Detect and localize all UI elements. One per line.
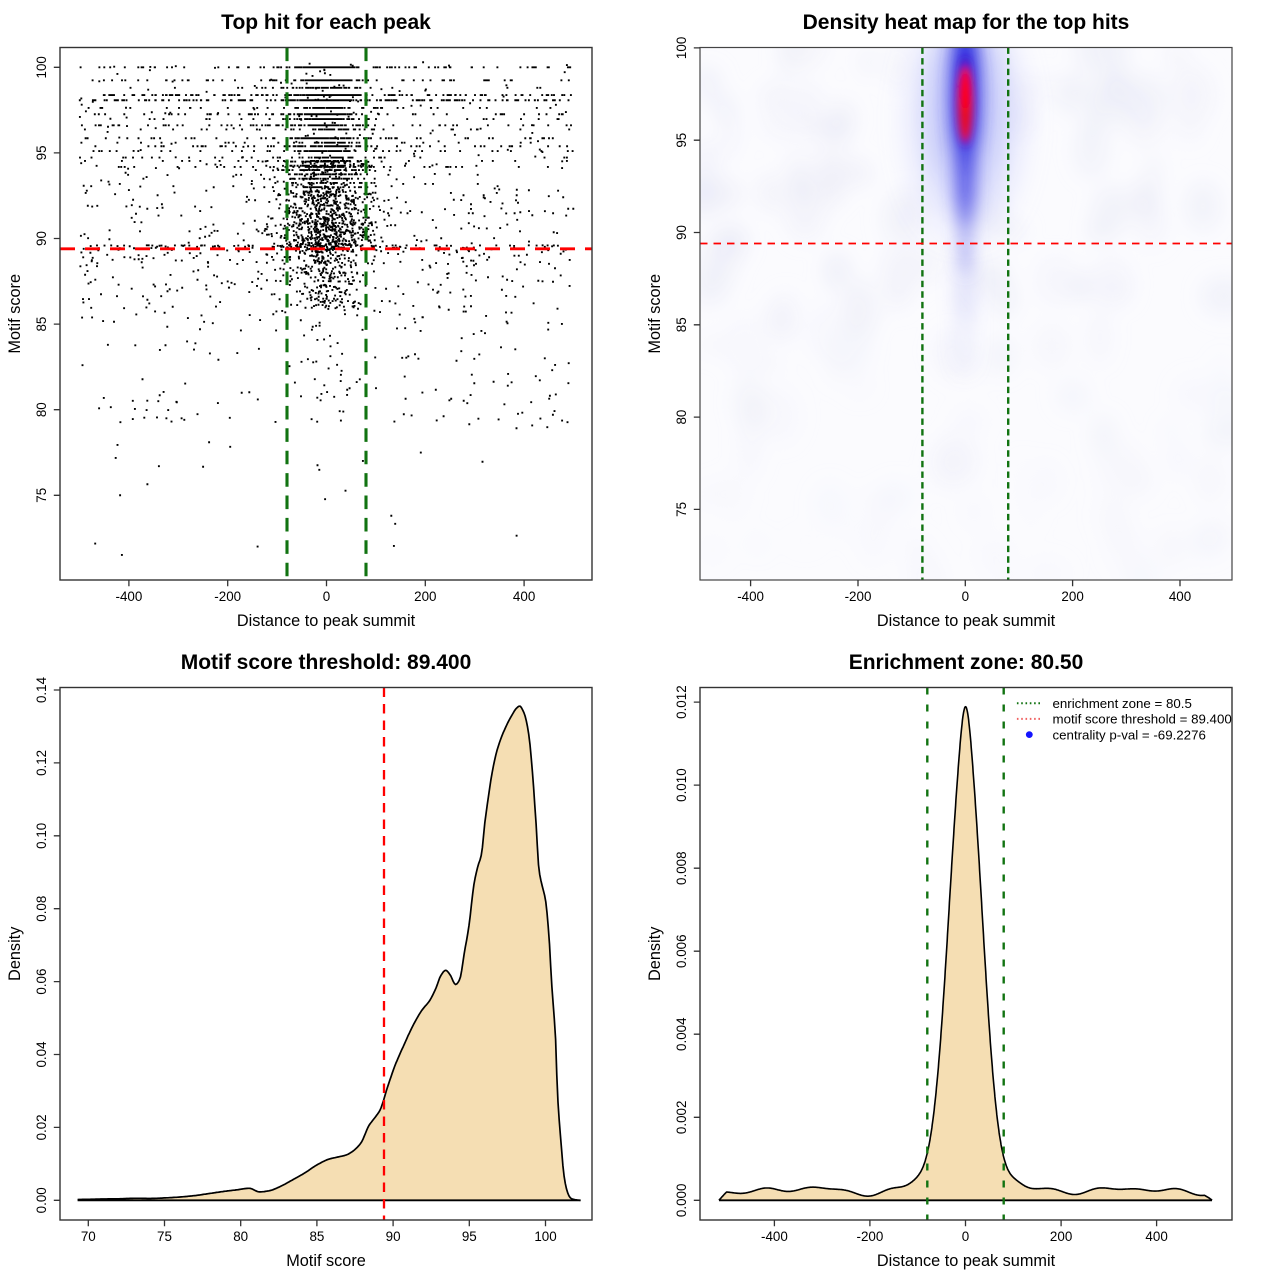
svg-text:200: 200	[1050, 1229, 1072, 1244]
svg-text:0.004: 0.004	[674, 1017, 689, 1051]
svg-text:90: 90	[386, 1229, 401, 1244]
svg-text:enrichment zone = 80.5: enrichment zone = 80.5	[1053, 696, 1192, 711]
svg-text:0.12: 0.12	[34, 750, 49, 776]
svg-text:Density: Density	[6, 926, 24, 981]
svg-text:100: 100	[534, 1229, 556, 1244]
svg-text:75: 75	[674, 502, 689, 517]
svg-text:0.08: 0.08	[34, 896, 49, 922]
svg-text:0.008: 0.008	[674, 851, 689, 885]
svg-text:Distance to peak summit: Distance to peak summit	[877, 612, 1056, 630]
svg-text:-200: -200	[845, 589, 872, 604]
svg-text:80: 80	[34, 402, 49, 417]
svg-text:Distance to peak summit: Distance to peak summit	[237, 612, 416, 630]
svg-text:0.000: 0.000	[674, 1184, 689, 1218]
svg-text:0.02: 0.02	[34, 1114, 49, 1140]
svg-text:85: 85	[309, 1229, 324, 1244]
svg-text:-200: -200	[856, 1229, 883, 1244]
svg-text:400: 400	[513, 589, 535, 604]
svg-text:90: 90	[34, 231, 49, 246]
svg-text:0.012: 0.012	[674, 685, 689, 719]
svg-text:0: 0	[962, 1229, 969, 1244]
svg-text:0.06: 0.06	[34, 969, 49, 995]
svg-text:Density heat map for the top h: Density heat map for the top hits	[803, 11, 1130, 34]
svg-text:0: 0	[323, 589, 330, 604]
svg-text:200: 200	[414, 589, 436, 604]
svg-text:0.006: 0.006	[674, 934, 689, 968]
svg-text:100: 100	[674, 37, 689, 59]
svg-text:-200: -200	[214, 589, 241, 604]
svg-text:0.00: 0.00	[34, 1187, 49, 1213]
svg-text:80: 80	[233, 1229, 248, 1244]
svg-text:-400: -400	[761, 1229, 788, 1244]
svg-text:Motif score threshold: 89.400: Motif score threshold: 89.400	[181, 651, 472, 674]
svg-text:75: 75	[157, 1229, 172, 1244]
svg-text:Motif score: Motif score	[6, 274, 24, 354]
svg-text:80: 80	[674, 410, 689, 425]
svg-text:95: 95	[674, 133, 689, 148]
svg-text:90: 90	[674, 225, 689, 240]
svg-text:-400: -400	[115, 589, 142, 604]
svg-text:0.04: 0.04	[34, 1041, 49, 1068]
svg-text:100: 100	[34, 56, 49, 78]
svg-text:0: 0	[962, 589, 969, 604]
svg-text:85: 85	[674, 317, 689, 332]
svg-text:95: 95	[34, 145, 49, 160]
svg-text:400: 400	[1145, 1229, 1167, 1244]
svg-text:75: 75	[34, 488, 49, 503]
svg-text:centrality p-val = -69.2276: centrality p-val = -69.2276	[1053, 727, 1206, 742]
svg-text:Distance to peak summit: Distance to peak summit	[877, 1252, 1056, 1270]
svg-text:Motif score: Motif score	[286, 1252, 366, 1270]
svg-text:Top hit for each peak: Top hit for each peak	[221, 11, 431, 34]
svg-text:0.002: 0.002	[674, 1101, 689, 1135]
svg-text:400: 400	[1169, 589, 1191, 604]
svg-text:95: 95	[462, 1229, 477, 1244]
svg-text:0.010: 0.010	[674, 768, 689, 802]
svg-text:motif score threshold = 89.400: motif score threshold = 89.400	[1053, 712, 1232, 727]
svg-text:-400: -400	[737, 589, 764, 604]
svg-text:0.10: 0.10	[34, 823, 49, 849]
svg-text:70: 70	[81, 1229, 96, 1244]
svg-text:0.14: 0.14	[34, 676, 49, 703]
svg-text:Density: Density	[646, 926, 664, 981]
svg-text:200: 200	[1061, 589, 1083, 604]
svg-text:Motif score: Motif score	[646, 274, 664, 354]
svg-text:Enrichment zone: 80.50: Enrichment zone: 80.50	[849, 651, 1084, 674]
svg-text:85: 85	[34, 317, 49, 332]
